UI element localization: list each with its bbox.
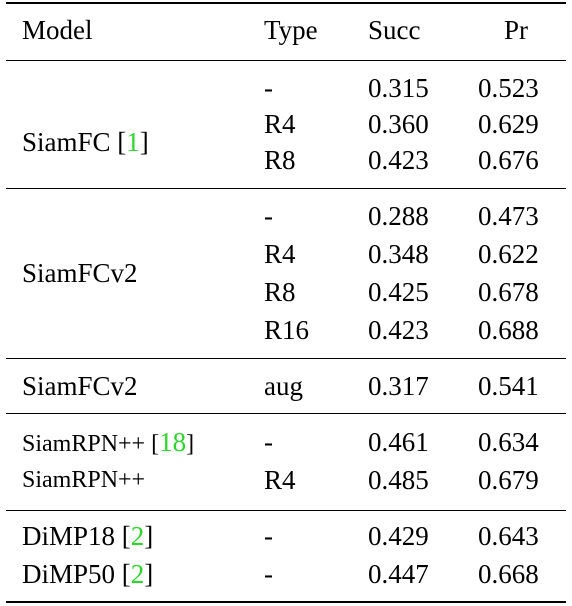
model-name: SiamRPN++ [ [22,431,160,457]
top-rule [6,2,566,4]
type-cell: - [264,201,273,231]
pr-cell: 0.523 [478,73,539,103]
group-rule [6,510,566,511]
type-cell: R8 [264,145,296,175]
succ-cell: 0.461 [368,427,429,457]
type-cell: aug [264,371,303,401]
citation-bracket: ] [186,431,195,457]
model-name: SiamFC [ [22,127,127,157]
pr-cell: 0.541 [478,371,539,401]
type-cell: - [264,73,273,103]
model-siamrpnpp: SiamRPN++ [18] [22,424,194,462]
model-name: DiMP18 [ [22,521,131,551]
type-cell: R16 [264,315,310,345]
group-rule [6,188,566,189]
type-cell: - [264,559,273,589]
type-cell: - [264,521,273,551]
pr-cell: 0.473 [478,201,539,231]
succ-cell: 0.348 [368,239,429,269]
succ-cell: 0.447 [368,559,429,589]
citation-link[interactable]: 2 [130,521,145,551]
succ-cell: 0.425 [368,277,429,307]
succ-cell: 0.317 [368,371,429,401]
group-rule [6,358,566,359]
type-cell: R8 [264,277,296,307]
succ-cell: 0.315 [368,73,429,103]
model-siamfcv2-aug: SiamFCv2 [22,371,138,401]
type-cell: R4 [264,239,296,269]
citation-link[interactable]: 1 [126,127,140,157]
header-pr: Pr [504,15,529,45]
model-siamrpnpp-r4: SiamRPN++ [22,467,146,493]
pr-cell: 0.629 [478,109,539,139]
succ-cell: 0.429 [368,521,429,551]
model-siamfcv2: SiamFCv2 [22,258,138,288]
citation-bracket: ] [144,559,154,589]
type-cell: R4 [264,465,296,495]
citation-bracket: ] [144,521,154,551]
pr-cell: 0.679 [478,465,539,495]
type-cell: - [264,427,273,457]
bottom-rule [6,601,566,603]
pr-cell: 0.668 [478,559,539,589]
header-rule [6,60,566,61]
citation-link[interactable]: 2 [130,559,145,589]
pr-cell: 0.678 [478,277,539,307]
succ-cell: 0.423 [368,145,429,175]
succ-cell: 0.360 [368,109,429,139]
header-model: Model [22,15,93,45]
model-dimp18: DiMP18 [2] [22,518,153,554]
succ-cell: 0.485 [368,465,429,495]
model-dimp50: DiMP50 [2] [22,556,153,592]
model-name: DiMP50 [ [22,559,131,589]
header-succ: Succ [368,15,421,45]
pr-cell: 0.676 [478,145,539,175]
header-type: Type [264,15,318,45]
results-table: Model Type Succ Pr SiamFC [1] - 0.315 0.… [6,0,566,606]
type-cell: R4 [264,109,296,139]
pr-cell: 0.634 [478,427,539,457]
pr-cell: 0.643 [478,521,539,551]
succ-cell: 0.288 [368,201,429,231]
citation-bracket: ] [139,127,149,157]
model-siamfc: SiamFC [1] [22,124,149,160]
pr-cell: 0.688 [478,315,539,345]
citation-link[interactable]: 18 [159,427,187,457]
group-rule [6,413,566,414]
pr-cell: 0.622 [478,239,539,269]
succ-cell: 0.423 [368,315,429,345]
